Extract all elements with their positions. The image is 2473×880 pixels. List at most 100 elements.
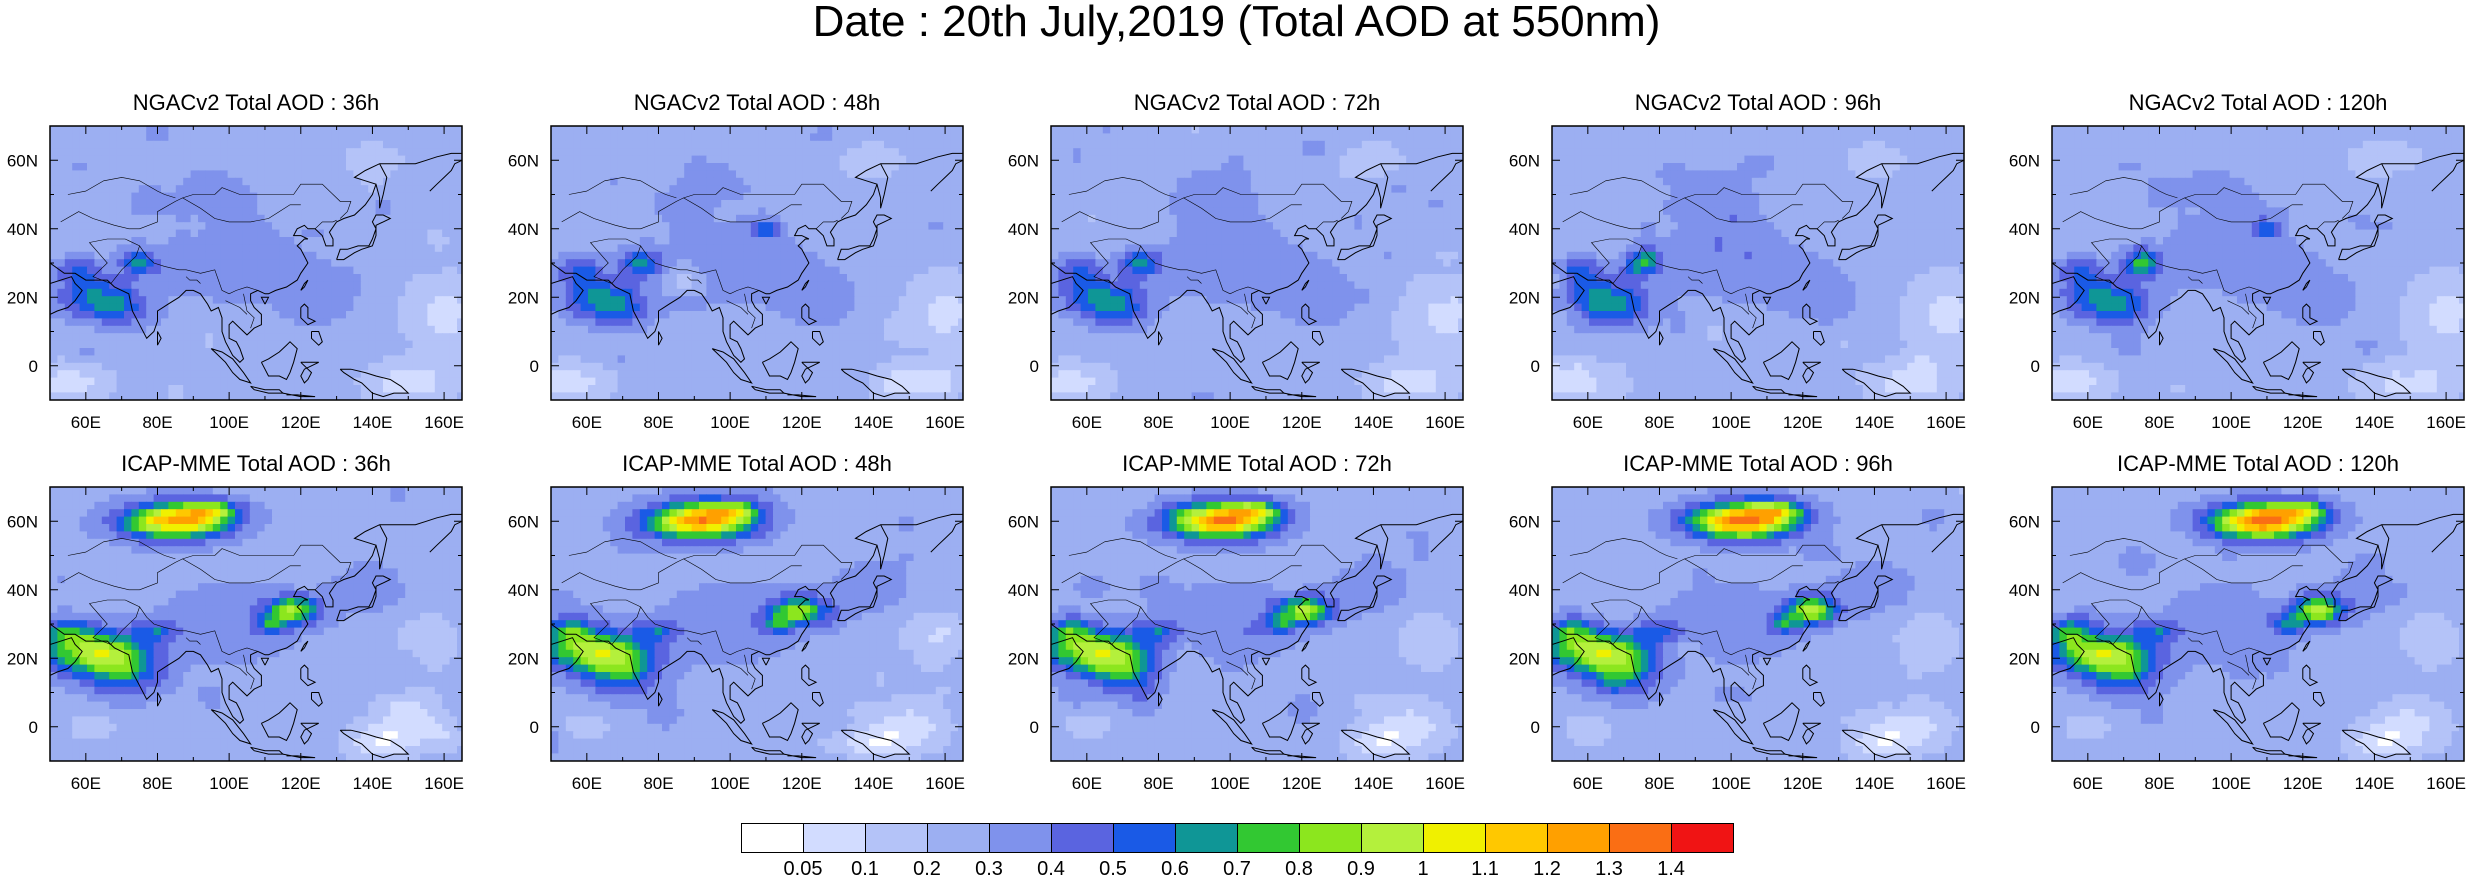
aod-cell [146,193,154,201]
aod-cell [250,207,258,215]
aod-cell [810,400,818,408]
aod-cell [958,341,966,349]
aod-cell [958,133,966,141]
aod-cell [877,348,885,356]
aod-cell [1103,133,1111,141]
aod-cell [736,392,744,400]
aod-cell [943,326,951,334]
aod-cell [1110,133,1118,141]
aod-cell [1458,170,1466,178]
aod-cell [877,244,885,252]
aod-cell [413,370,421,378]
aod-cell [758,163,766,171]
aod-cell [316,148,324,156]
aod-cell [198,230,206,238]
aod-cell [795,148,803,156]
aod-cell [647,252,655,260]
aod-cell [250,274,258,282]
aod-cell [1443,133,1451,141]
aod-cell [1088,178,1096,186]
aod-cell [810,311,818,319]
aod-cell [346,237,354,245]
aod-cell [117,133,125,141]
aod-cell [87,207,95,215]
aod-cell [376,348,384,356]
aod-cell [632,156,640,164]
aod-cell [87,163,95,171]
aod-cell [840,392,848,400]
aod-cell [1347,178,1355,186]
aod-cell [346,304,354,312]
aod-cell [131,370,139,378]
aod-cell [662,333,670,341]
aod-cell [265,311,273,319]
aod-cell [1125,170,1133,178]
aod-cell [87,274,95,282]
aod-cell [413,215,421,223]
aod-cell [242,185,250,193]
aod-cell [862,185,870,193]
aod-cell [1362,170,1370,178]
aod-cell [309,133,317,141]
aod-cell [825,252,833,260]
aod-cell [235,311,243,319]
aod-cell [65,148,73,156]
aod-cell [877,259,885,267]
aod-cell [383,333,391,341]
aod-cell [72,244,80,252]
aod-cell [936,326,944,334]
aod-cell [1125,141,1133,149]
aod-cell [788,207,796,215]
aod-cell [1428,178,1436,186]
aod-cell [603,348,611,356]
aod-cell [457,318,465,326]
aod-cell [847,289,855,297]
aod-cell [914,141,922,149]
aod-cell [699,378,707,386]
aod-cell [928,400,936,408]
aod-cell [1362,193,1370,201]
aod-cell [684,252,692,260]
aod-cell [618,318,626,326]
aod-cell [442,222,450,230]
aod-cell [1169,126,1177,134]
aod-cell [57,170,65,178]
aod-cell [677,348,685,356]
aod-cell [803,207,811,215]
aod-cell [1340,185,1348,193]
aod-cell [65,392,73,400]
aod-cell [684,148,692,156]
aod-cell [161,148,169,156]
aod-cell [936,163,944,171]
aod-cell [603,289,611,297]
aod-cell [346,274,354,282]
lon-tick-label: 80E [142,413,172,432]
aod-cell [228,178,236,186]
aod-cell [588,296,596,304]
aod-cell [72,230,80,238]
aod-cell [235,170,243,178]
aod-cell [573,348,581,356]
aod-cell [413,222,421,230]
aod-cell [558,333,566,341]
aod-cell [287,333,295,341]
aod-cell [139,170,147,178]
aod-cell [832,259,840,267]
aod-cell [677,156,685,164]
aod-cell [677,244,685,252]
aod-cell [640,363,648,371]
aod-cell [442,355,450,363]
aod-cell [625,230,633,238]
aod-cell [817,281,825,289]
aod-cell [581,178,589,186]
aod-cell [751,333,759,341]
aod-cell [825,163,833,171]
aod-cell [914,207,922,215]
aod-cell [368,348,376,356]
aod-cell [220,252,228,260]
aod-cell [183,400,191,408]
aod-cell [1132,126,1140,134]
aod-cell [1103,193,1111,201]
aod-cell [50,207,58,215]
aod-cell [1384,148,1392,156]
